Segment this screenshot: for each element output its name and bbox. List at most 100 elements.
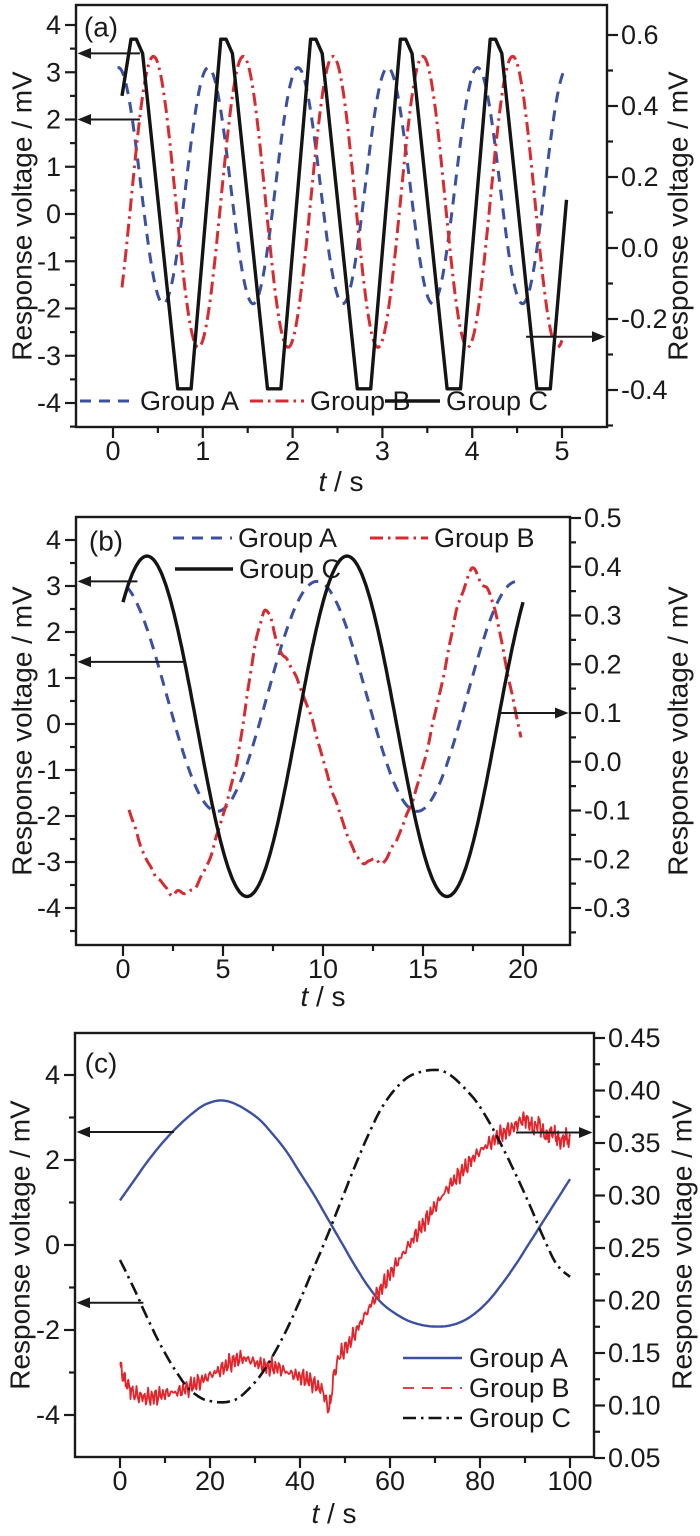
left-tick-label: -4 — [36, 1400, 60, 1430]
series-group-c — [118, 1068, 571, 1404]
legend-item-group-c: Group C — [385, 386, 548, 416]
right-tick-label: 0.25 — [608, 1233, 661, 1263]
panel-a-ticks — [65, 23, 618, 438]
x-axis-title: t / s — [318, 466, 363, 497]
left-axis-title: Response voltage / mV — [7, 586, 38, 876]
x-axis-title: t / s — [300, 981, 345, 1012]
left-tick-label: -4 — [37, 893, 61, 923]
x-tick-label: 4 — [465, 436, 480, 466]
panel-letter-label: (a) — [84, 12, 118, 43]
left-tick-label: 4 — [46, 10, 61, 40]
right-tick-label: 0.0 — [621, 233, 659, 263]
axis-pointer-arrow — [77, 575, 138, 587]
legend-item-group-a: Group A — [403, 1343, 568, 1373]
series-group-b — [120, 54, 564, 349]
axis-pointer-arrow — [516, 1127, 593, 1138]
left-tick-label: 4 — [45, 1060, 60, 1090]
left-tick-label: 3 — [46, 571, 61, 601]
right-tick-label: 0.0 — [584, 747, 622, 777]
right-tick-label: 0.3 — [584, 601, 622, 631]
panel-a: 0 1 2 3 4 5 4 3 2 1 0 -1 -2 -3 -4 0.6 0.4 0.2 0.0 -0.2 -0.4 G… — [7, 3, 694, 497]
x-tick-label: 5 — [215, 954, 230, 984]
left-tick-label: 2 — [46, 105, 61, 135]
left-tick-label: -1 — [37, 755, 61, 785]
right-tick-label: -0.4 — [621, 375, 668, 405]
series-group-c — [121, 554, 525, 899]
series-group-c — [120, 37, 569, 391]
left-axis-title: Response voltage / mV — [7, 71, 38, 361]
panel-b-ticks — [65, 516, 581, 956]
left-tick-label: -2 — [37, 801, 61, 831]
legend-label: Group C — [446, 386, 548, 416]
axis-pointer-arrow — [77, 114, 140, 125]
left-tick-label: 2 — [46, 617, 61, 647]
left-tick-label: 1 — [46, 663, 61, 693]
axis-pointer-arrow — [77, 656, 184, 668]
legend-label: Group A — [238, 523, 337, 553]
legend-label: Group B — [469, 1373, 570, 1403]
right-tick-label: -0.2 — [621, 304, 668, 334]
x-tick-label: 15 — [408, 954, 438, 984]
x-tick-label: 2 — [285, 436, 300, 466]
series-group-b — [127, 566, 523, 898]
right-tick-label: 0.5 — [584, 503, 622, 533]
panel-letter-label: (c) — [85, 1048, 118, 1079]
x-tick-label: 0 — [112, 1466, 127, 1496]
right-tick-label: 0.10 — [608, 1391, 661, 1421]
x-tick-label: 60 — [375, 1466, 405, 1496]
x-tick-label: 80 — [465, 1466, 495, 1496]
left-tick-label: -1 — [37, 246, 61, 276]
legend-item-group-c: Group C — [403, 1403, 571, 1433]
legend-item-group-a: Group A — [80, 386, 239, 416]
right-tick-label: 0.30 — [608, 1181, 661, 1211]
right-tick-label: 0.2 — [621, 162, 659, 192]
left-tick-label: 4 — [46, 525, 61, 555]
panel-b-series — [121, 554, 525, 899]
right-axis-title: Response voltage / mV — [667, 1100, 698, 1390]
x-tick-label: 1 — [195, 436, 210, 466]
x-tick-label: 100 — [547, 1466, 592, 1496]
left-tick-label: 3 — [46, 57, 61, 87]
series-group-a — [119, 1099, 572, 1328]
right-tick-label: 0.4 — [584, 552, 622, 582]
x-tick-label: 0 — [115, 954, 130, 984]
legend-item-group-b: Group B — [370, 523, 535, 553]
right-tick-label: 0.6 — [621, 20, 659, 50]
right-tick-label: -0.1 — [584, 796, 631, 826]
panel-a-series — [117, 37, 569, 391]
axis-pointer-arrow — [77, 47, 140, 59]
left-tick-label: -4 — [37, 388, 61, 418]
legend-label: Group A — [469, 1343, 568, 1373]
right-tick-label: 0.1 — [584, 698, 622, 728]
panel-c-series — [118, 1068, 572, 1414]
panel-c: 0 20 40 60 80 100420-2-40.450.400.350.300.250… — [5, 1023, 698, 1529]
axis-pointer-arrow — [76, 1297, 144, 1309]
right-tick-label: 0.15 — [608, 1338, 661, 1368]
x-tick-label: 20 — [195, 1466, 225, 1496]
x-tick-label: 5 — [554, 436, 569, 466]
left-tick-label: -3 — [37, 847, 61, 877]
x-axis-title: t / s — [311, 1498, 356, 1529]
right-tick-label: 0.2 — [584, 649, 622, 679]
left-tick-label: 1 — [46, 152, 61, 182]
right-tick-label: 0.40 — [608, 1076, 661, 1106]
right-tick-label: 0.35 — [608, 1128, 661, 1158]
right-tick-label: 0.20 — [608, 1286, 661, 1316]
left-tick-label: -2 — [36, 1315, 60, 1345]
x-tick-label: 10 — [308, 954, 338, 984]
left-tick-label: 0 — [45, 1230, 60, 1260]
axis-pointer-arrow — [526, 331, 606, 343]
legend-label: Group C — [239, 554, 341, 584]
left-tick-label: -3 — [37, 341, 61, 371]
plot-border — [74, 3, 609, 429]
right-axis-title: Response voltage / mV — [663, 71, 694, 361]
legend-label: Group C — [469, 1403, 571, 1433]
series-group-a — [117, 66, 569, 306]
x-tick-label: 3 — [375, 436, 390, 466]
left-tick-label: 0 — [46, 199, 61, 229]
right-tick-label: 0.45 — [608, 1023, 661, 1053]
legend-item-group-a: Group A — [173, 523, 337, 553]
legend-label: Group A — [140, 386, 239, 416]
